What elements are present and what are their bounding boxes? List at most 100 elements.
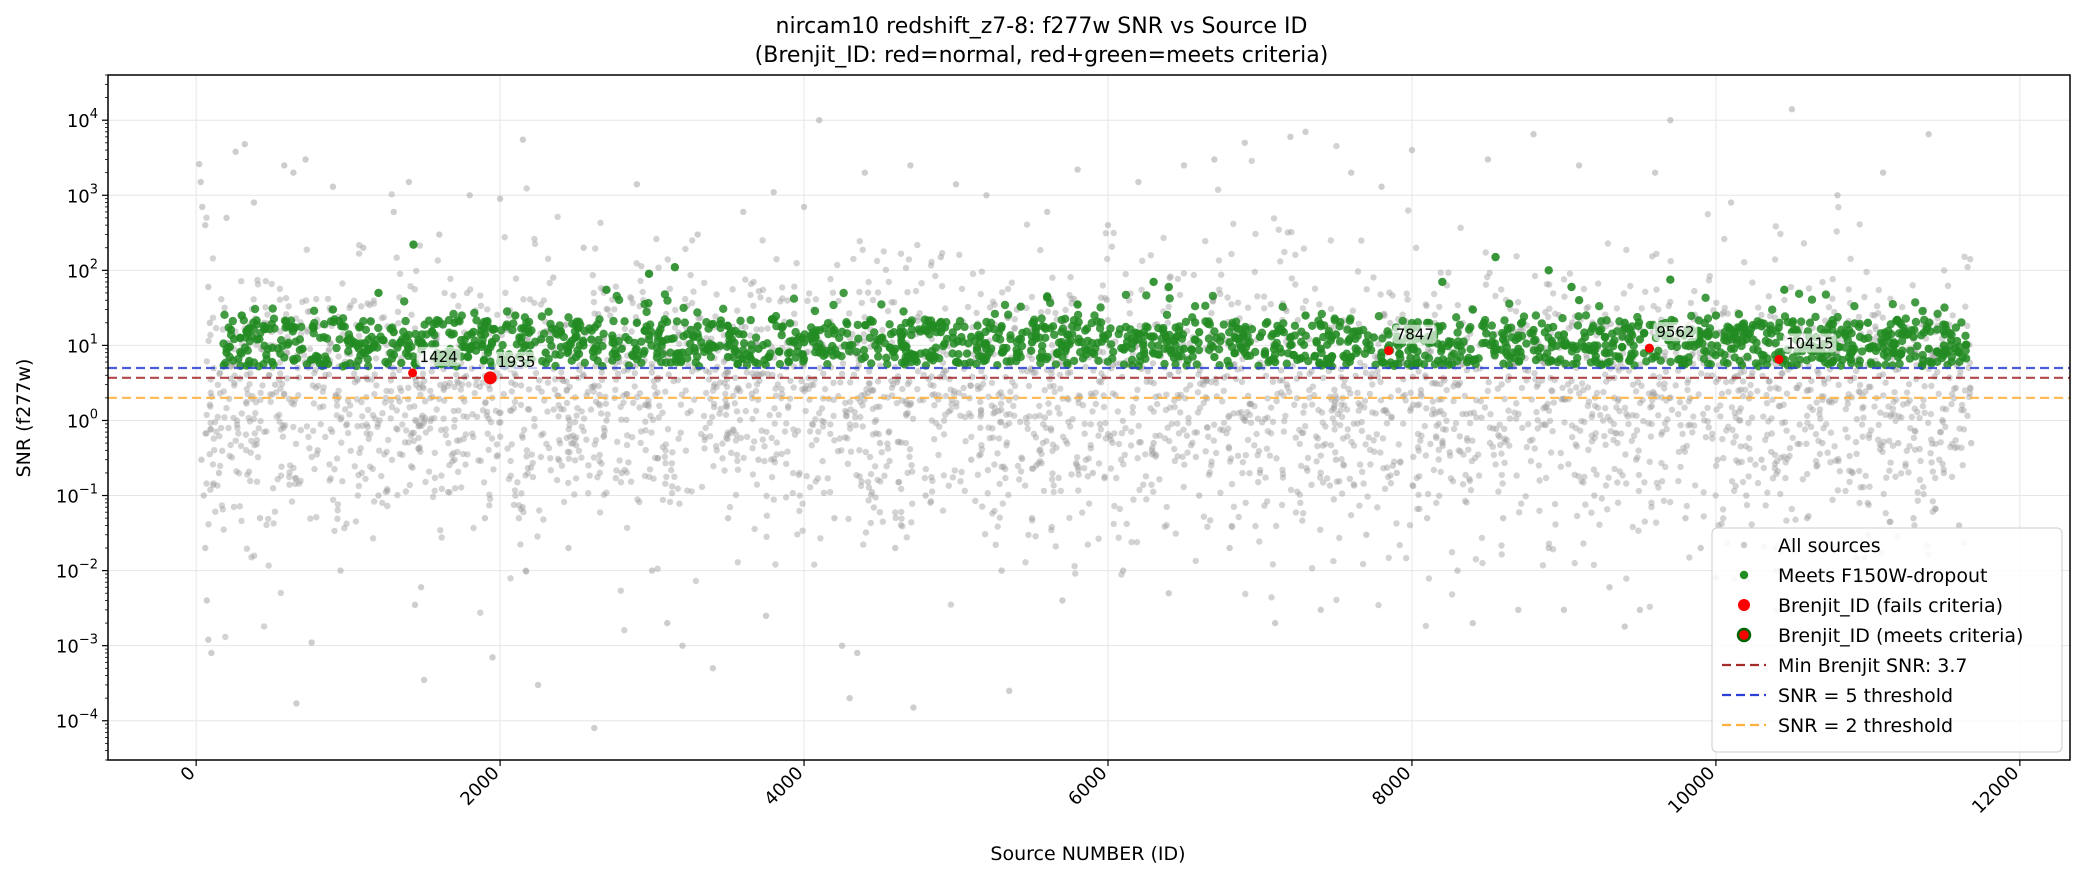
all-sources-point xyxy=(1219,398,1225,404)
all-sources-point xyxy=(1044,209,1050,215)
all-sources-point xyxy=(1536,477,1542,483)
all-sources-point xyxy=(345,430,351,436)
all-sources-point xyxy=(1559,385,1565,391)
all-sources-point xyxy=(1245,437,1251,443)
all-sources-point xyxy=(1455,382,1461,388)
all-sources-point xyxy=(203,480,209,486)
all-sources-point xyxy=(496,419,502,425)
all-sources-point xyxy=(1172,458,1178,464)
all-sources-point xyxy=(1623,480,1629,486)
all-sources-point xyxy=(1866,384,1872,390)
dropout-point xyxy=(1209,292,1217,300)
all-sources-point xyxy=(958,469,964,475)
all-sources-point xyxy=(1573,384,1579,390)
all-sources-point xyxy=(1717,413,1723,419)
all-sources-point xyxy=(1501,396,1507,402)
all-sources-point xyxy=(1945,283,1951,289)
all-sources-point xyxy=(1719,436,1725,442)
all-sources-point xyxy=(1374,431,1380,437)
all-sources-point xyxy=(1543,475,1549,481)
all-sources-point xyxy=(956,252,962,258)
all-sources-point xyxy=(1515,607,1521,613)
all-sources-point xyxy=(1766,378,1772,384)
all-sources-point xyxy=(1300,510,1306,516)
all-sources-point xyxy=(1056,410,1062,416)
all-sources-point xyxy=(441,290,447,296)
all-sources-point xyxy=(1781,297,1787,303)
all-sources-point xyxy=(889,385,895,391)
all-sources-point xyxy=(1684,387,1690,393)
all-sources-point xyxy=(1105,317,1111,323)
all-sources-point xyxy=(1100,282,1106,288)
all-sources-point xyxy=(1364,493,1370,499)
all-sources-point xyxy=(1006,411,1012,417)
all-sources-point xyxy=(892,545,898,551)
all-sources-point xyxy=(1322,441,1328,447)
all-sources-point xyxy=(373,355,379,361)
all-sources-point xyxy=(1416,401,1422,407)
all-sources-point xyxy=(272,509,278,515)
all-sources-point xyxy=(750,471,756,477)
all-sources-point xyxy=(1842,488,1848,494)
all-sources-point xyxy=(252,410,258,416)
all-sources-point xyxy=(1251,442,1257,448)
all-sources-point xyxy=(1725,389,1731,395)
all-sources-point xyxy=(1808,424,1814,430)
all-sources-point xyxy=(326,461,332,467)
all-sources-point xyxy=(1511,409,1517,415)
all-sources-point xyxy=(821,490,827,496)
all-sources-point xyxy=(1111,230,1117,236)
all-sources-point xyxy=(1135,455,1141,461)
all-sources-point xyxy=(534,533,540,539)
all-sources-point xyxy=(1211,438,1217,444)
dropout-point xyxy=(839,289,847,297)
all-sources-point xyxy=(742,276,748,282)
all-sources-point xyxy=(540,430,546,436)
all-sources-point xyxy=(1181,462,1187,468)
all-sources-point xyxy=(917,310,923,316)
all-sources-point xyxy=(771,496,777,502)
dropout-point xyxy=(1191,302,1199,310)
all-sources-point xyxy=(653,236,659,242)
all-sources-point xyxy=(554,214,560,220)
all-sources-point xyxy=(1467,420,1473,426)
all-sources-point xyxy=(1740,479,1746,485)
all-sources-point xyxy=(1315,407,1321,413)
all-sources-point xyxy=(928,474,934,480)
all-sources-point xyxy=(1292,252,1298,258)
all-sources-point xyxy=(968,434,974,440)
all-sources-point xyxy=(1858,484,1864,490)
all-sources-point xyxy=(871,504,877,510)
all-sources-point xyxy=(452,485,458,491)
all-sources-point xyxy=(1367,461,1373,467)
all-sources-point xyxy=(255,281,261,287)
all-sources-point xyxy=(1939,417,1945,423)
all-sources-point xyxy=(232,149,238,155)
all-sources-point xyxy=(266,562,272,568)
all-sources-point xyxy=(1005,286,1011,292)
all-sources-point xyxy=(1961,254,1967,260)
all-sources-point xyxy=(1414,506,1420,512)
all-sources-point xyxy=(334,455,340,461)
all-sources-point xyxy=(1204,424,1210,430)
all-sources-point xyxy=(1036,403,1042,409)
all-sources-point xyxy=(365,407,371,413)
all-sources-point xyxy=(1476,472,1482,478)
all-sources-point xyxy=(1879,443,1885,449)
all-sources-point xyxy=(579,424,585,430)
all-sources-point xyxy=(987,304,993,310)
all-sources-point xyxy=(465,381,471,387)
all-sources-point xyxy=(618,417,624,423)
all-sources-point xyxy=(827,276,833,282)
all-sources-point xyxy=(728,450,734,456)
all-sources-point xyxy=(1749,415,1755,421)
all-sources-point xyxy=(485,447,491,453)
all-sources-point xyxy=(904,289,910,295)
all-sources-point xyxy=(931,436,937,442)
all-sources-point xyxy=(960,385,966,391)
all-sources-point xyxy=(220,506,226,512)
all-sources-point xyxy=(1416,473,1422,479)
all-sources-point xyxy=(225,425,231,431)
dropout-point xyxy=(679,304,687,312)
all-sources-point xyxy=(1629,438,1635,444)
